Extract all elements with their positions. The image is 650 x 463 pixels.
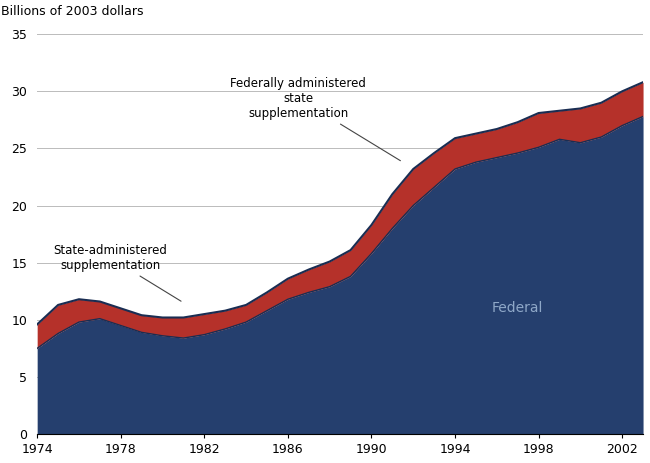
Text: Billions of 2003 dollars: Billions of 2003 dollars [1,5,143,18]
Text: Federally administered
state
supplementation: Federally administered state supplementa… [230,77,400,161]
Text: Federal: Federal [492,301,543,315]
Text: State-administered
supplementation: State-administered supplementation [53,244,181,301]
